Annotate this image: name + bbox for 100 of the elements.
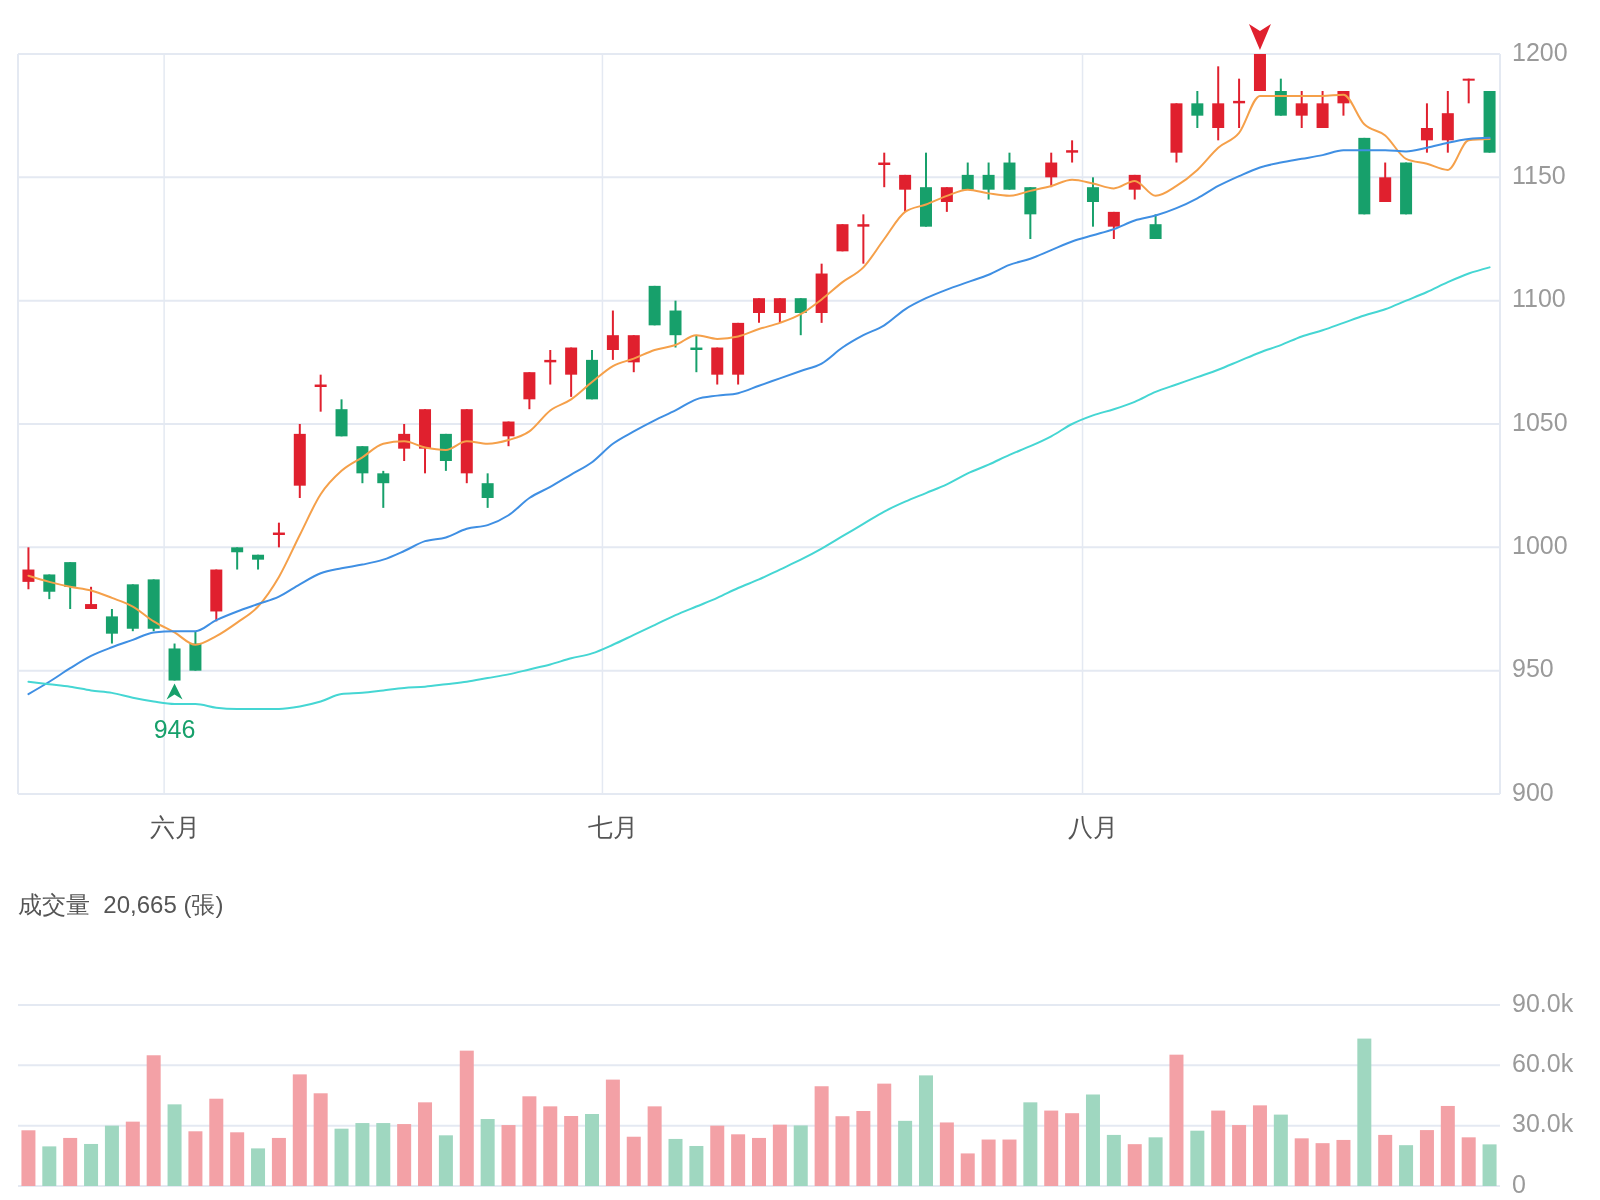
bar: [459, 1050, 474, 1186]
bar: [981, 1139, 996, 1186]
candlestick: [43, 573, 56, 601]
bar: [313, 1093, 328, 1186]
bar: [605, 1079, 620, 1186]
candlestick: [1420, 102, 1433, 154]
line-series: [27, 136, 1491, 696]
bar: [292, 1074, 307, 1186]
y-tick-label: 1000: [1512, 530, 1568, 559]
candlestick: [606, 309, 619, 361]
y-tick-label: 1100: [1512, 284, 1566, 313]
bar: [418, 1102, 433, 1186]
x-tick-label: 六月: [149, 813, 200, 841]
candlestick: [1107, 210, 1120, 240]
candlestick: [773, 297, 786, 324]
candlestick: [982, 161, 995, 201]
y-tick-label: 900: [1512, 777, 1554, 806]
y-tick-label: 1200: [1512, 37, 1568, 66]
bar: [1315, 1143, 1330, 1186]
y-tick-label: 60.0k: [1512, 1048, 1574, 1077]
bar: [918, 1075, 933, 1186]
bar: [522, 1096, 537, 1186]
bar: [1085, 1094, 1100, 1186]
bar: [397, 1124, 412, 1186]
bar: [1148, 1137, 1163, 1186]
candlestick: [231, 546, 244, 571]
candlestick: [1149, 213, 1162, 240]
bar: [1232, 1125, 1247, 1186]
line-series: [27, 266, 1491, 710]
bar: [1127, 1144, 1142, 1186]
bar: [939, 1122, 954, 1186]
bar: [731, 1134, 746, 1186]
bar: [501, 1125, 516, 1186]
bar: [376, 1123, 391, 1186]
bar: [835, 1116, 850, 1186]
bar: [1440, 1105, 1455, 1186]
bar: [1044, 1110, 1059, 1186]
bar: [814, 1086, 829, 1186]
bar: [626, 1136, 641, 1186]
bar: [84, 1143, 99, 1186]
y-tick-label: 1050: [1512, 407, 1568, 436]
bar: [167, 1104, 182, 1186]
candlestick: [899, 173, 912, 213]
candlestick: [1066, 139, 1079, 164]
bar: [480, 1119, 495, 1186]
candlestick: [481, 472, 494, 509]
y-tick-label: 1150: [1512, 160, 1566, 189]
candlestick: [377, 469, 390, 509]
bar: [230, 1132, 245, 1186]
bar: [1190, 1130, 1205, 1186]
y-tick-label: 950: [1512, 654, 1554, 683]
candlestick: [794, 297, 807, 337]
candlestick: [105, 608, 118, 645]
candlestick: [1086, 176, 1099, 228]
bar: [543, 1106, 558, 1186]
bar: [1336, 1139, 1351, 1186]
bar: [856, 1110, 871, 1186]
bar: [1482, 1144, 1497, 1186]
bar: [355, 1123, 370, 1186]
candlestick: [502, 420, 515, 448]
bar: [251, 1148, 266, 1186]
bar: [1273, 1114, 1288, 1186]
y-tick-label: 90.0k: [1512, 988, 1574, 1017]
bar: [710, 1125, 725, 1186]
annotation: 946: [153, 714, 196, 743]
y-tick-label: 0: [1512, 1169, 1526, 1198]
candlestick: [1295, 90, 1308, 129]
bar: [125, 1121, 140, 1186]
bar: [1169, 1054, 1184, 1186]
bar: [585, 1114, 600, 1186]
bar: [42, 1146, 57, 1186]
candlestick: [961, 161, 974, 191]
bar: [1378, 1134, 1393, 1186]
bar: [1106, 1134, 1121, 1186]
bar: [668, 1138, 683, 1186]
bar: [1399, 1145, 1414, 1186]
x-tick-label: 八月: [1067, 813, 1118, 841]
bar: [772, 1124, 787, 1186]
candlestick: [857, 213, 870, 265]
chart-title: 成交量 20,665 (張): [18, 891, 224, 918]
bar: [1419, 1130, 1434, 1186]
bar: [647, 1106, 662, 1186]
y-tick-label: 30.0k: [1512, 1109, 1574, 1138]
bar: [1252, 1105, 1267, 1186]
bar: [689, 1145, 704, 1186]
bar: [1211, 1110, 1226, 1186]
bar: [1461, 1137, 1476, 1186]
bar: [334, 1128, 349, 1186]
bar: [877, 1083, 892, 1186]
bar: [960, 1153, 975, 1186]
bar: [1294, 1138, 1309, 1186]
bar: [1002, 1139, 1017, 1186]
bar: [1023, 1102, 1038, 1186]
bar: [564, 1116, 579, 1186]
candlestick: [1191, 90, 1204, 129]
bar: [209, 1098, 224, 1186]
bar: [438, 1135, 453, 1186]
x-tick-label: 七月: [587, 813, 638, 841]
bar: [188, 1131, 203, 1186]
bar: [104, 1125, 119, 1186]
